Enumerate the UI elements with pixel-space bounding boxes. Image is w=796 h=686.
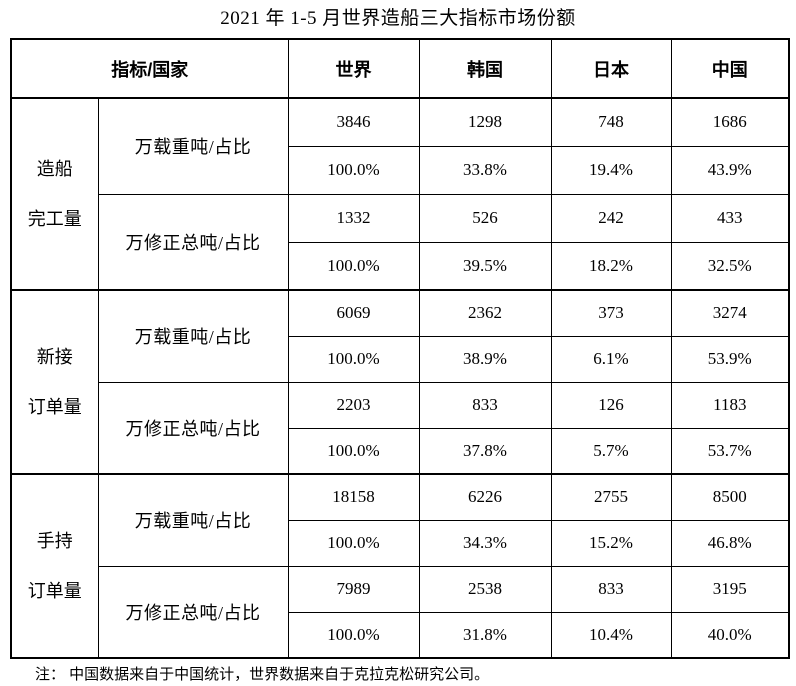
share-cell: 37.8%	[418, 427, 552, 475]
block-label-line: 新接	[36, 347, 73, 367]
metric-label-cgt: 万修正总吨/占比	[97, 381, 289, 475]
share-cell: 10.4%	[550, 611, 672, 659]
source-note: 注： 中国数据来自于中国统计，世界数据来自于克拉克松研究公司。	[35, 666, 490, 683]
share-cell: 6.1%	[550, 335, 672, 383]
share-cell: 19.4%	[550, 145, 672, 195]
table-row: 万修正总吨/占比 1332 526 242 433	[11, 193, 790, 291]
share-cell: 31.8%	[418, 611, 552, 659]
table-row: 100.0% 33.8% 19.4% 43.9%	[11, 145, 790, 195]
block-label-line: 完工量	[27, 209, 82, 229]
share-cell: 5.7%	[550, 427, 672, 475]
table-header-row: 指标/国家 世界 韩国 日本 中国	[10, 38, 790, 99]
share-cell: 34.3%	[418, 519, 552, 567]
share-cell: 46.8%	[670, 519, 790, 567]
share-cell: 100.0%	[287, 335, 420, 383]
block-label-line: 手持	[36, 531, 73, 551]
column-header-korea: 韩国	[418, 38, 552, 99]
share-cell: 100.0%	[287, 241, 420, 291]
page-title: 2021 年 1-5 月世界造船三大指标市场份额	[220, 8, 576, 29]
value-cell: 18158	[287, 473, 420, 521]
block-label-line: 造船	[36, 159, 73, 179]
block-label-completions: 造船 完工量	[10, 97, 99, 291]
metric-label-cgt: 万修正总吨/占比	[97, 193, 289, 291]
block-label-order-backlog: 手持 订单量	[10, 473, 99, 659]
metric-label-dwt: 万载重吨/占比	[97, 97, 289, 195]
column-header-japan: 日本	[550, 38, 672, 99]
value-cell: 1298	[418, 97, 552, 147]
table-row: 100.0% 37.8% 5.7% 53.7%	[11, 427, 790, 475]
table-row: 万修正总吨/占比 2203 833 126 1183	[11, 381, 790, 475]
value-cell: 7989	[287, 565, 420, 613]
value-cell: 3195	[670, 565, 790, 613]
table-row: 100.0% 34.3% 15.2% 46.8%	[11, 519, 790, 567]
share-cell: 40.0%	[670, 611, 790, 659]
block-label-line: 订单量	[27, 581, 82, 601]
value-cell: 526	[418, 193, 552, 243]
share-cell: 33.8%	[418, 145, 552, 195]
share-cell: 43.9%	[670, 145, 790, 195]
value-cell: 126	[550, 381, 672, 429]
share-cell: 100.0%	[287, 145, 420, 195]
value-cell: 1332	[287, 193, 420, 243]
value-cell: 2538	[418, 565, 552, 613]
value-cell: 2755	[550, 473, 672, 521]
share-cell: 39.5%	[418, 241, 552, 291]
share-cell: 18.2%	[550, 241, 672, 291]
value-cell: 3274	[670, 289, 790, 337]
column-header-world: 世界	[287, 38, 420, 99]
column-header-china: 中国	[670, 38, 790, 99]
share-cell: 100.0%	[287, 519, 420, 567]
metric-label-dwt: 万载重吨/占比	[97, 289, 289, 383]
value-cell: 8500	[670, 473, 790, 521]
market-share-table: 指标/国家 世界 韩国 日本 中国 造船 完工量 万载重吨/占比 3846 12…	[10, 38, 791, 659]
value-cell: 373	[550, 289, 672, 337]
table-row: 100.0% 39.5% 18.2% 32.5%	[11, 241, 790, 291]
share-cell: 53.7%	[670, 427, 790, 475]
block-label-line: 订单量	[27, 397, 82, 417]
share-cell: 32.5%	[670, 241, 790, 291]
value-cell: 748	[550, 97, 672, 147]
table-row: 万修正总吨/占比 7989 2538 833 3195	[11, 565, 790, 659]
value-cell: 6226	[418, 473, 552, 521]
value-cell: 6069	[287, 289, 420, 337]
metric-label-cgt: 万修正总吨/占比	[97, 565, 289, 659]
value-cell: 242	[550, 193, 672, 243]
value-cell: 1183	[670, 381, 790, 429]
block-label-text: 造船 完工量	[12, 159, 97, 229]
share-cell: 38.9%	[418, 335, 552, 383]
value-cell: 1686	[670, 97, 790, 147]
share-cell: 100.0%	[287, 427, 420, 475]
share-cell: 100.0%	[287, 611, 420, 659]
corner-header: 指标/国家	[10, 38, 289, 99]
share-cell: 15.2%	[550, 519, 672, 567]
table-row: 造船 完工量 万载重吨/占比 3846 1298 748 1686	[10, 97, 790, 291]
table-row: 手持 订单量 万载重吨/占比 18158 6226 2755 8500	[10, 473, 790, 659]
metric-label-dwt: 万载重吨/占比	[97, 473, 289, 567]
value-cell: 433	[670, 193, 790, 243]
value-cell: 833	[550, 565, 672, 613]
table-row: 100.0% 38.9% 6.1% 53.9%	[11, 335, 790, 383]
table-row: 新接 订单量 万载重吨/占比 6069 2362 373 3274	[10, 289, 790, 475]
value-cell: 2203	[287, 381, 420, 429]
share-cell: 53.9%	[670, 335, 790, 383]
table-row: 100.0% 31.8% 10.4% 40.0%	[11, 611, 790, 659]
value-cell: 3846	[287, 97, 420, 147]
value-cell: 2362	[418, 289, 552, 337]
value-cell: 833	[418, 381, 552, 429]
block-label-text: 手持 订单量	[12, 531, 97, 601]
block-label-new-orders: 新接 订单量	[10, 289, 99, 475]
block-label-text: 新接 订单量	[12, 347, 97, 417]
